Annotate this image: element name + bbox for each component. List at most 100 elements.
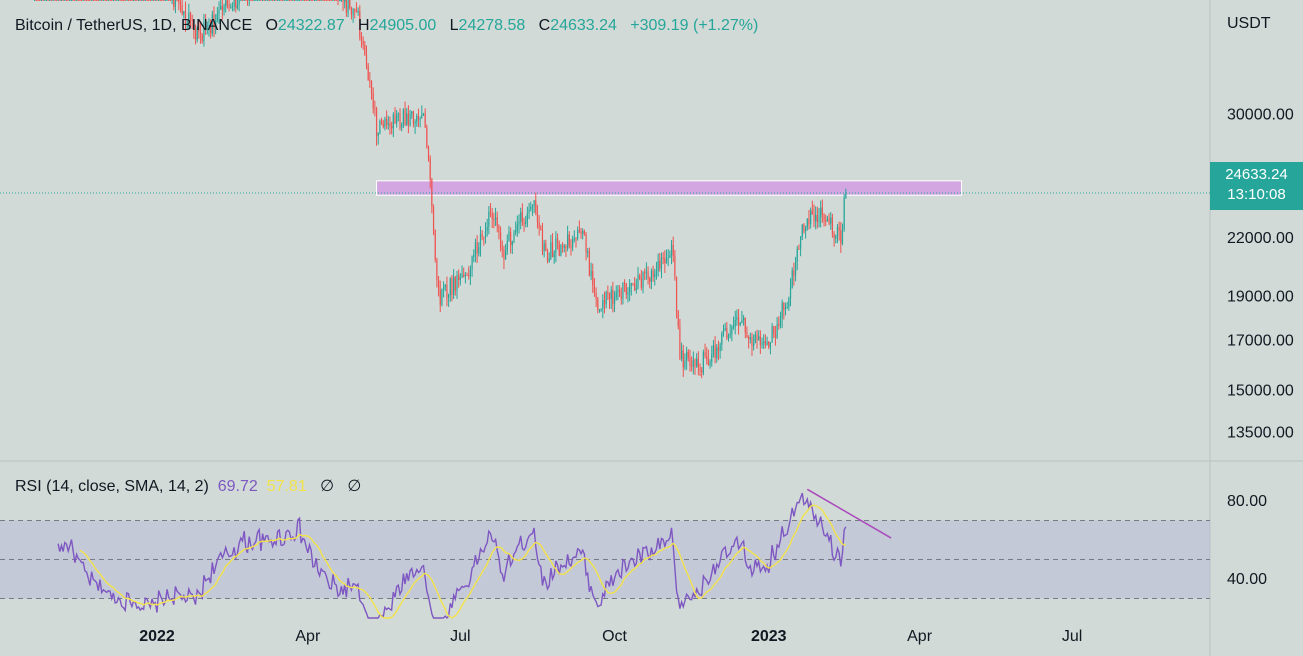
candle-body [731,326,733,334]
candle-body [179,2,182,6]
candle-body [748,337,750,340]
candle-body [255,0,257,1]
candle-body [759,336,761,346]
candle-body [515,229,517,233]
candle-body [315,0,317,1]
candle-body [263,0,265,1]
rsi-line [57,492,847,620]
candle-body [592,271,594,286]
candle-body [173,0,175,7]
candle-body [151,0,153,1]
candle-body [80,0,83,1]
candle-body [50,0,53,1]
candle-body [672,244,674,257]
high-label: H [358,17,370,34]
candle-body [587,251,589,253]
candle-body [806,218,808,228]
candle-body [808,218,810,225]
candle-body [412,111,415,124]
candle-body [506,241,508,251]
candle-body [253,0,255,1]
candle-body [131,0,133,1]
candle-body [706,356,708,360]
price-tick-label: 17000.00 [1227,333,1294,350]
candle-body [446,285,448,298]
candle-body [203,21,205,41]
candle-body [273,0,275,1]
candle-body [531,206,534,208]
candle-body [825,220,827,222]
candle-body [843,198,845,230]
symbol-title: Bitcoin / TetherUS, 1D, BINANCE [15,17,253,34]
candle-body [270,0,272,1]
candle-body [369,80,371,82]
candle-body [459,277,461,281]
candle-body [691,365,693,367]
candle-body [272,0,274,1]
candle-body [776,324,778,338]
candle-body [210,26,212,34]
candle-body [297,0,299,1]
candle-body [148,0,150,1]
candle-body [389,123,391,127]
candle-body [310,0,312,1]
candle-body [600,308,602,310]
candle-body [174,0,177,7]
candle-body [45,0,47,1]
candle-body [622,282,624,299]
candle-body [610,289,612,300]
candle-body [796,248,798,262]
candle-body [396,114,398,124]
candle-body [674,256,676,278]
resistance-zone [376,180,962,196]
candle-body [392,114,394,129]
candle-body [751,337,753,347]
candle-body [240,0,242,1]
candle-body [778,324,780,326]
candle-body [354,9,356,11]
candle-body [288,0,291,1]
candle-body [414,121,416,124]
candle-body [332,0,334,1]
candle-body [585,233,587,253]
candle-body [394,114,396,124]
candle-body [117,0,120,1]
candle-body [791,270,793,288]
price-tick-label: 19000.00 [1227,288,1294,305]
candle-body [176,0,178,1]
candle-body [769,342,772,348]
candle-body [421,114,423,119]
candle-body [397,113,399,115]
candle-body [805,227,807,232]
candle-body [57,0,59,1]
candle-body [503,249,505,260]
candle-body [161,0,163,1]
candle-body [302,0,304,1]
candle-body [483,236,485,238]
candle-body [732,326,735,328]
candle-body [183,11,185,15]
candle-body [774,334,777,338]
candle-body [347,0,349,13]
candle-body [181,5,183,15]
candle-body [701,370,703,373]
candle-body [335,0,337,1]
candle-body [246,0,249,1]
rsi-trendline [806,488,892,539]
candle-body [513,232,515,242]
candle-body [660,257,663,269]
candle-body [525,221,527,224]
candle-body [156,0,158,1]
candle-body [840,230,842,244]
candle-body [268,0,270,1]
candle-body [501,247,503,250]
candle-body [768,341,770,348]
candle-body [714,345,716,359]
candle-body [746,332,748,338]
candle-body [362,40,364,45]
candle-body [62,0,64,1]
candle-body [511,241,513,246]
candle-body [835,235,837,239]
